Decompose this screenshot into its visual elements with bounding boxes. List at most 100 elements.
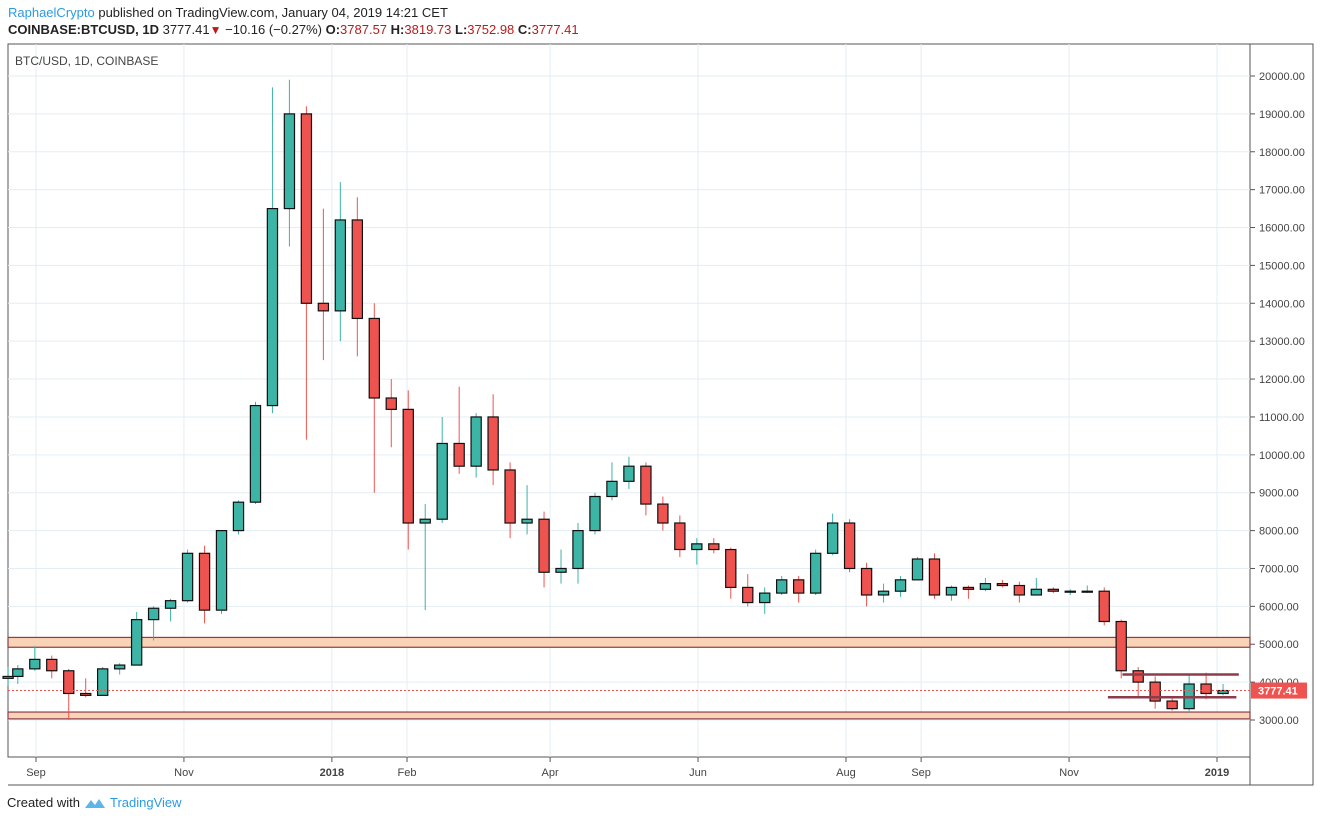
y-tick-label: 17000.00 xyxy=(1259,185,1305,197)
down-triangle-icon: ▼ xyxy=(209,23,222,37)
candle-body xyxy=(351,219,364,320)
close-value: 3777.41 xyxy=(531,22,579,37)
candle xyxy=(147,606,160,641)
candle xyxy=(317,208,330,361)
candle xyxy=(928,553,941,599)
y-tick-label: 8000.00 xyxy=(1259,526,1299,538)
candle-body xyxy=(521,518,533,524)
candle xyxy=(843,519,856,573)
y-tick-label: 3000.00 xyxy=(1259,715,1299,727)
candle xyxy=(12,665,24,685)
candle xyxy=(96,666,109,696)
candle-body xyxy=(606,480,618,498)
candle-body xyxy=(962,586,975,590)
candle xyxy=(113,663,126,675)
horizontal-zone xyxy=(7,711,1251,720)
candle-body xyxy=(742,586,754,604)
publish-text: published on TradingView.com, January 04… xyxy=(98,5,448,20)
candle xyxy=(368,303,380,493)
footer: Created with TradingView xyxy=(7,795,182,810)
candle xyxy=(80,678,92,698)
x-tick-label: Nov xyxy=(1059,767,1079,779)
candle xyxy=(1132,666,1144,698)
candle xyxy=(1064,589,1076,595)
candle-body xyxy=(487,416,499,471)
candle-body xyxy=(1200,683,1212,695)
candle xyxy=(538,511,550,588)
candle xyxy=(334,182,347,342)
candle-body xyxy=(63,670,75,695)
candle xyxy=(826,513,839,556)
publish-info: RaphaelCrypto published on TradingView.c… xyxy=(8,5,448,20)
candle xyxy=(1098,587,1110,626)
candle-body xyxy=(911,558,924,581)
tradingview-logo-icon xyxy=(84,798,105,808)
candle xyxy=(385,379,397,448)
candle-body xyxy=(317,302,330,312)
symbol-label: COINBASE:BTCUSD, 1D xyxy=(8,22,159,37)
created-with-text: Created with xyxy=(7,795,80,810)
candle-body xyxy=(300,113,313,304)
high-value: 3819.73 xyxy=(404,22,452,37)
tradingview-link[interactable]: TradingView xyxy=(109,795,182,810)
candle-body xyxy=(657,503,669,524)
candle xyxy=(911,557,924,581)
y-tick-label: 14000.00 xyxy=(1259,298,1305,310)
candle xyxy=(742,574,754,607)
candle xyxy=(623,456,635,489)
candle-body xyxy=(894,579,907,592)
candle-body xyxy=(538,518,550,573)
candle-body xyxy=(198,552,211,611)
last-price-label: 3777.41 xyxy=(1258,686,1298,698)
last-price: 3777.41 xyxy=(162,22,210,37)
chart-title: BTC/USD, 1D, COINBASE xyxy=(15,54,158,68)
candle-body xyxy=(1217,689,1229,695)
candle xyxy=(453,386,465,474)
candle xyxy=(215,529,228,614)
candle-body xyxy=(826,522,839,554)
candle xyxy=(470,413,482,478)
candle xyxy=(962,585,975,599)
candle xyxy=(249,401,262,505)
candle-body xyxy=(1030,588,1043,596)
candle-body xyxy=(80,692,92,696)
price-change: −10.16 (−0.27%) xyxy=(225,22,322,37)
candle xyxy=(436,416,448,524)
x-tick-label: Jun xyxy=(689,767,707,779)
candle-body xyxy=(843,522,856,570)
candle xyxy=(1115,619,1127,679)
x-tick-label: 2018 xyxy=(320,767,344,779)
candle-body xyxy=(147,607,160,621)
candle-body xyxy=(181,552,194,602)
candle xyxy=(894,576,907,597)
candle xyxy=(877,583,890,603)
candle-body xyxy=(1013,584,1026,596)
candle xyxy=(504,462,516,539)
candle xyxy=(640,462,652,516)
candle xyxy=(63,668,75,720)
candle xyxy=(1081,585,1093,594)
candle xyxy=(708,538,720,554)
candle-body xyxy=(402,408,414,524)
x-tick-label: Sep xyxy=(26,767,46,779)
candle-body xyxy=(1149,681,1161,702)
candle-body xyxy=(776,579,788,594)
price-chart[interactable]: 3000.004000.005000.006000.007000.008000.… xyxy=(0,0,1320,790)
candle-body xyxy=(504,469,516,524)
candle xyxy=(979,577,992,592)
y-tick-label: 6000.00 xyxy=(1259,601,1299,613)
candle xyxy=(860,562,873,607)
candle xyxy=(1030,577,1043,596)
candle xyxy=(792,576,805,603)
candle-body xyxy=(1081,590,1093,593)
candle xyxy=(46,655,58,679)
candle-body xyxy=(708,543,720,551)
x-tick-label: Feb xyxy=(398,767,417,779)
candle xyxy=(657,496,669,531)
candle xyxy=(691,538,703,565)
y-tick-label: 20000.00 xyxy=(1259,71,1305,83)
author-link[interactable]: RaphaelCrypto xyxy=(8,5,95,20)
candle xyxy=(419,504,431,611)
candle-body xyxy=(555,567,567,573)
candle-body xyxy=(759,592,771,604)
